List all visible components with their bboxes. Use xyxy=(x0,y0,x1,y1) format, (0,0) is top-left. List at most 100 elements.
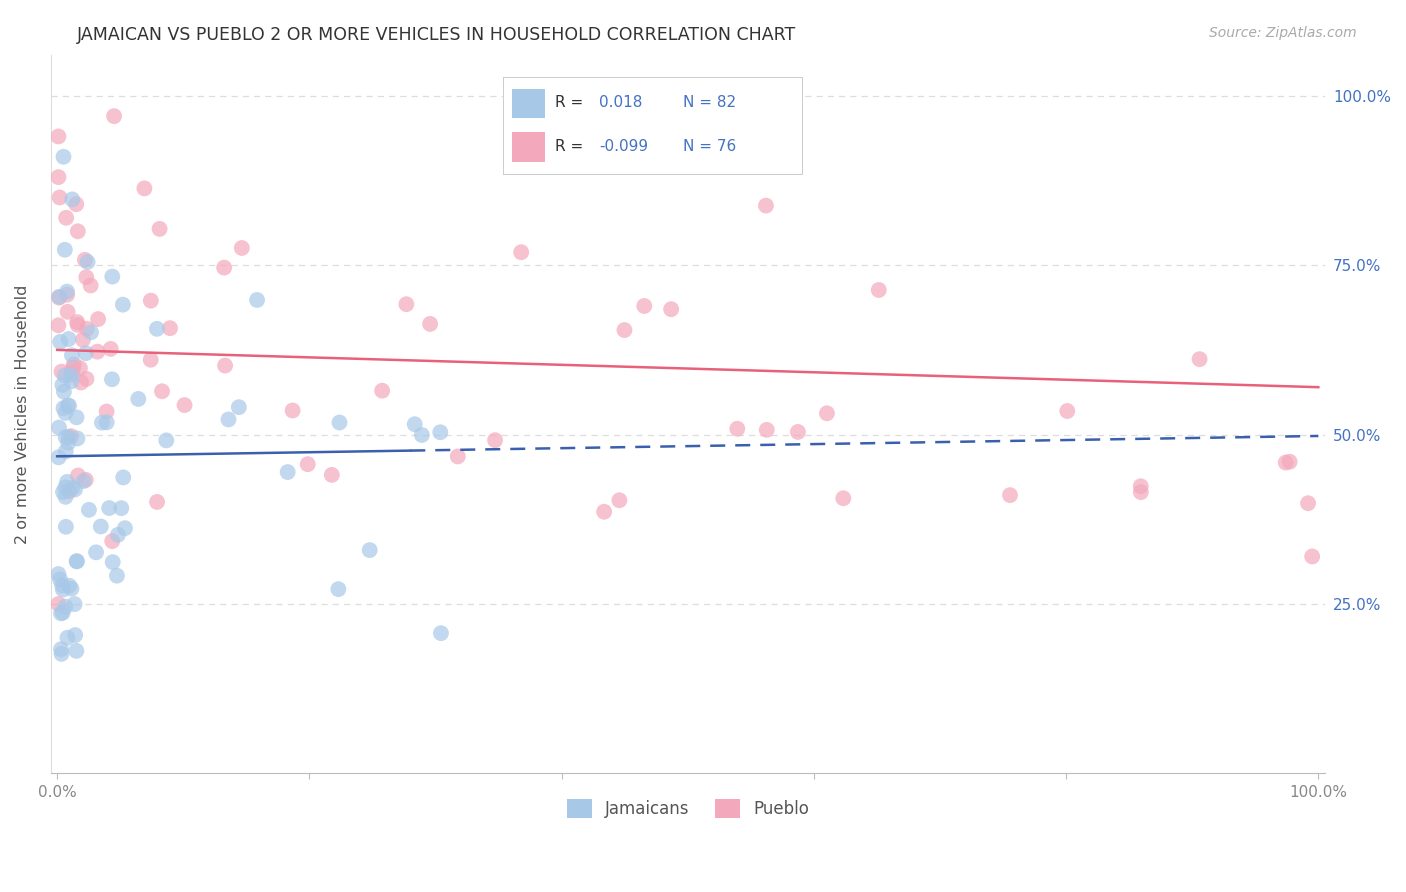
Point xyxy=(60,368,83,382)
Point xyxy=(60,582,83,596)
Point xyxy=(998,488,1021,502)
Point xyxy=(411,428,433,442)
Point xyxy=(72,474,94,488)
Point xyxy=(60,348,83,362)
Point xyxy=(87,312,110,326)
Point xyxy=(609,493,631,508)
Point xyxy=(63,628,86,642)
Point xyxy=(100,342,122,356)
Point xyxy=(48,190,70,204)
Point xyxy=(84,545,107,559)
Point xyxy=(60,374,83,388)
Point xyxy=(76,255,98,269)
Text: Source: ZipAtlas.com: Source: ZipAtlas.com xyxy=(1209,26,1357,40)
Point xyxy=(58,399,80,413)
Point xyxy=(53,243,76,257)
Point xyxy=(58,436,80,450)
Point xyxy=(214,359,236,373)
Point xyxy=(55,444,77,458)
Point xyxy=(593,505,616,519)
Point xyxy=(146,322,169,336)
Point xyxy=(101,372,124,386)
Point xyxy=(51,377,73,392)
Point xyxy=(48,290,70,304)
Point xyxy=(48,597,70,611)
Point xyxy=(60,365,83,379)
Point xyxy=(98,501,121,516)
Point xyxy=(96,416,118,430)
Point xyxy=(105,568,128,582)
Point xyxy=(49,642,72,657)
Point xyxy=(58,579,80,593)
Point xyxy=(66,468,89,483)
Point xyxy=(51,365,73,379)
Point xyxy=(297,457,319,471)
Point xyxy=(65,197,87,211)
Point xyxy=(395,297,418,311)
Point xyxy=(72,333,94,347)
Point xyxy=(49,573,72,587)
Point xyxy=(755,199,778,213)
Point xyxy=(58,484,80,499)
Point xyxy=(613,323,636,337)
Point xyxy=(48,129,70,144)
Point xyxy=(1296,496,1319,510)
Point xyxy=(1278,455,1301,469)
Point xyxy=(56,285,79,299)
Point xyxy=(633,299,655,313)
Point xyxy=(787,425,810,439)
Point xyxy=(1129,479,1152,493)
Point xyxy=(103,109,125,123)
Point xyxy=(79,278,101,293)
Point xyxy=(55,430,77,444)
Point xyxy=(1274,456,1296,470)
Point xyxy=(48,318,70,333)
Point xyxy=(48,450,70,465)
Point xyxy=(96,404,118,418)
Point xyxy=(73,252,96,267)
Point xyxy=(359,543,381,558)
Point xyxy=(65,644,87,658)
Point xyxy=(159,321,181,335)
Point xyxy=(66,318,89,332)
Point xyxy=(404,417,426,432)
Point xyxy=(139,293,162,308)
Point xyxy=(429,425,451,440)
Point xyxy=(107,528,129,542)
Point xyxy=(868,283,890,297)
Point xyxy=(75,270,97,285)
Point xyxy=(91,416,114,430)
Point xyxy=(114,521,136,535)
Point xyxy=(101,269,124,284)
Point xyxy=(55,211,77,225)
Point xyxy=(56,631,79,645)
Point xyxy=(328,582,350,596)
Point xyxy=(66,554,89,568)
Point xyxy=(52,485,75,500)
Point xyxy=(55,520,77,534)
Point xyxy=(371,384,394,398)
Y-axis label: 2 or more Vehicles in Household: 2 or more Vehicles in Household xyxy=(15,285,30,544)
Point xyxy=(246,293,269,307)
Point xyxy=(48,420,70,434)
Point xyxy=(62,360,84,375)
Point xyxy=(321,467,343,482)
Point xyxy=(55,406,77,420)
Point xyxy=(49,607,72,621)
Point xyxy=(148,222,170,236)
Point xyxy=(228,400,250,414)
Point xyxy=(69,361,91,376)
Point xyxy=(659,302,682,317)
Point xyxy=(56,305,79,319)
Point xyxy=(63,483,86,497)
Point xyxy=(110,501,132,516)
Point xyxy=(58,332,80,346)
Point xyxy=(173,398,195,412)
Point xyxy=(134,181,156,195)
Point xyxy=(52,606,75,620)
Point xyxy=(48,567,70,582)
Point xyxy=(70,376,93,390)
Point xyxy=(155,434,177,448)
Point xyxy=(60,193,83,207)
Point xyxy=(63,358,86,372)
